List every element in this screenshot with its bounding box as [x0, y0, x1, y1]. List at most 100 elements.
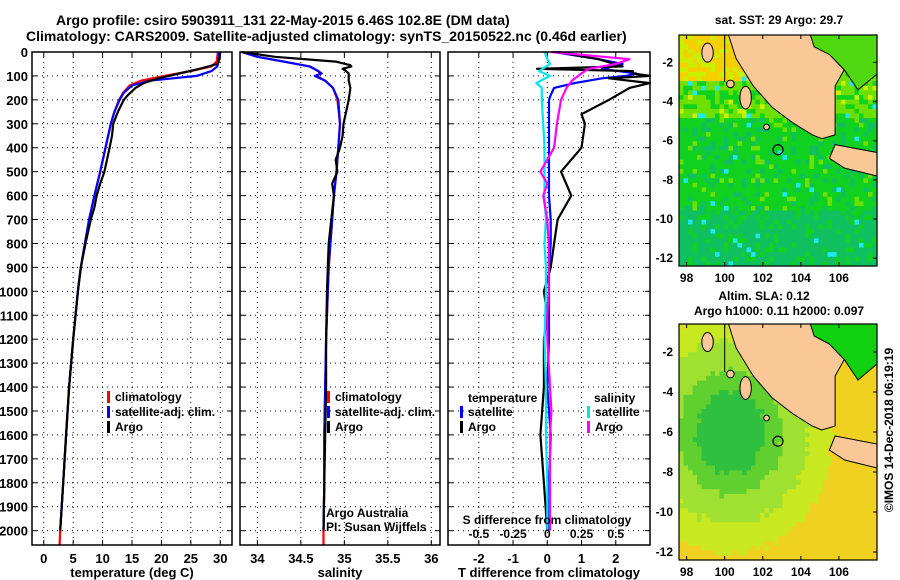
map-cell	[742, 118, 748, 124]
map-cell	[746, 446, 752, 453]
map-cell	[773, 145, 779, 152]
map-cell	[719, 35, 725, 41]
map-cell	[823, 238, 829, 244]
map-cell	[710, 508, 716, 514]
map-cell	[832, 178, 838, 184]
map-cell	[688, 408, 694, 415]
map-cell	[719, 155, 725, 161]
map-cell	[724, 498, 730, 504]
map-cell	[688, 394, 694, 401]
map-cell	[854, 465, 860, 471]
map-cell	[701, 178, 707, 184]
map-cell	[760, 210, 766, 216]
map-cell	[773, 141, 779, 147]
map-cell	[701, 233, 707, 239]
map-cell	[683, 164, 689, 170]
map-cell	[800, 238, 806, 244]
map-cell	[769, 173, 775, 179]
map-cell	[742, 76, 748, 82]
map-cell	[769, 550, 775, 556]
map-cell	[710, 432, 716, 438]
map-cell	[805, 229, 811, 235]
legend-swatch	[327, 421, 330, 433]
map-cell	[697, 385, 703, 391]
map-cell	[791, 550, 797, 556]
map-cell	[755, 187, 761, 193]
map-cell	[836, 127, 842, 133]
map-cell	[760, 432, 766, 438]
map-cell	[827, 437, 833, 443]
map-cell	[827, 456, 833, 462]
map-cell	[841, 493, 847, 500]
map-cell	[683, 333, 689, 339]
map-cell	[814, 252, 820, 258]
map-cell	[773, 489, 779, 495]
map-cell	[827, 196, 833, 202]
map-cell	[692, 35, 698, 41]
map-cell	[863, 394, 869, 401]
map-cell	[746, 229, 752, 235]
map-cell	[688, 71, 694, 78]
map-cell	[733, 442, 739, 448]
map-cell	[827, 489, 833, 495]
map-cell	[679, 475, 685, 481]
map-cell	[872, 404, 878, 410]
map-cell	[841, 404, 847, 410]
map-cell	[818, 489, 824, 495]
map-cell	[737, 159, 743, 165]
map-cell	[850, 465, 856, 471]
map-cell	[854, 413, 860, 419]
map-cell	[688, 141, 694, 147]
map-cell	[787, 159, 793, 165]
x-tick-label: 15	[125, 551, 139, 566]
map-cell	[724, 531, 730, 537]
map-cell	[769, 252, 775, 258]
map-cell	[737, 479, 743, 486]
map-cell	[715, 159, 721, 165]
map-cell	[692, 233, 698, 239]
map-cell	[845, 536, 851, 542]
map-cell	[868, 215, 874, 221]
map-cell	[715, 192, 721, 198]
map-cell	[719, 256, 725, 262]
map-cell	[845, 256, 851, 262]
map-cell	[818, 517, 824, 523]
map-cell	[818, 456, 824, 462]
map-cell	[800, 141, 806, 147]
map-cell	[764, 404, 770, 410]
map-cell	[710, 531, 716, 537]
map-cell	[814, 475, 820, 481]
map-cell	[814, 508, 820, 514]
map-cell	[742, 196, 748, 202]
map-cell	[845, 408, 851, 415]
y-tick-label: 1900	[0, 500, 28, 515]
map-cell	[728, 404, 734, 410]
map-cell	[868, 375, 874, 382]
map-cell	[692, 247, 698, 253]
map-cell	[697, 159, 703, 165]
map-cell	[809, 503, 815, 509]
map-cell	[836, 182, 842, 189]
map-cell	[755, 555, 761, 561]
map-cell	[692, 99, 698, 105]
map-cell	[715, 71, 721, 78]
map-cell	[850, 90, 856, 96]
map-cell	[796, 484, 802, 490]
map-cell	[827, 522, 833, 528]
map-cell	[818, 182, 824, 189]
map-cell	[769, 432, 775, 438]
map-cell	[751, 536, 757, 542]
map-cell	[737, 81, 743, 87]
map-cell	[863, 512, 869, 519]
map-cell	[773, 536, 779, 542]
map-cell	[751, 470, 757, 476]
x-tick-label: -1	[507, 551, 519, 566]
map-cell	[872, 256, 878, 262]
map-cell	[683, 104, 689, 110]
map-cell	[737, 187, 743, 193]
map-cell	[697, 442, 703, 448]
map-cell	[823, 215, 829, 221]
map-cell	[724, 536, 730, 542]
map-cell	[683, 127, 689, 133]
map-cell	[692, 164, 698, 170]
